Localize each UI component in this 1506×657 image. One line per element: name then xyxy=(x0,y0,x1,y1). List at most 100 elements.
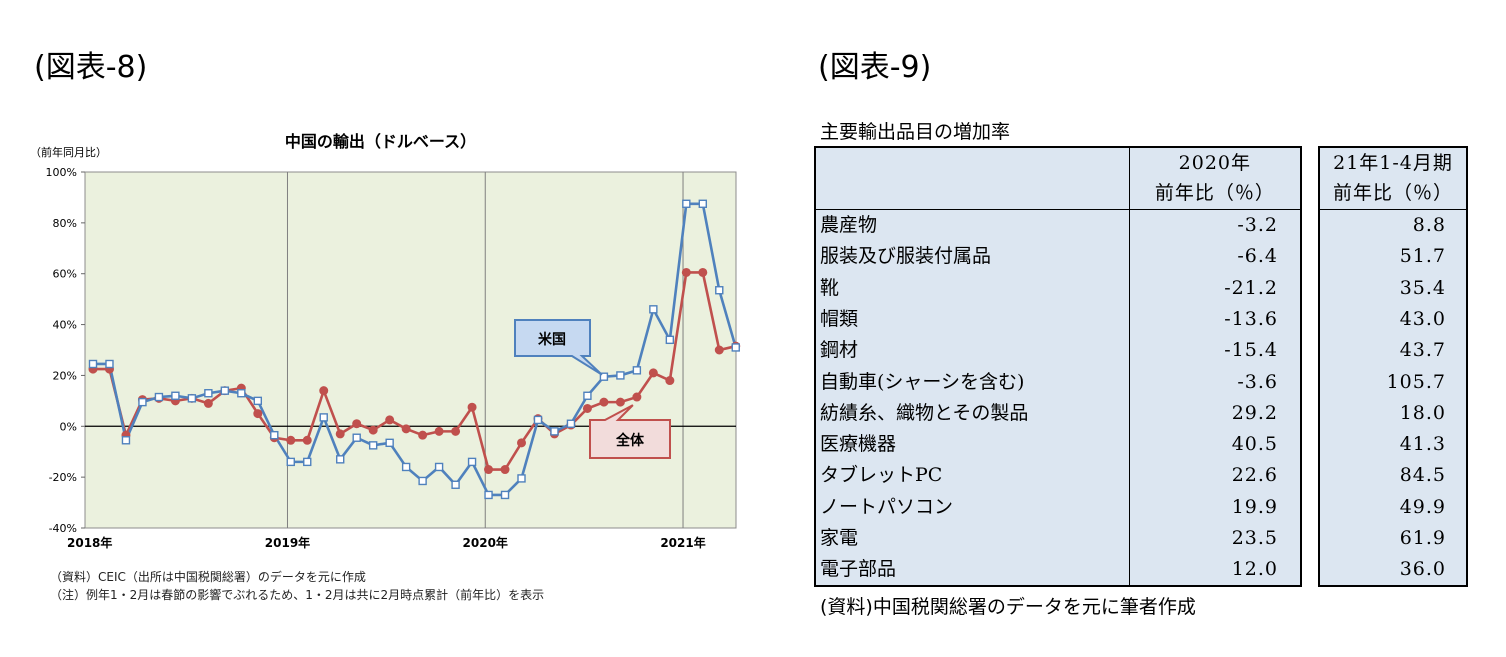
data-point xyxy=(599,397,609,407)
export-line-chart: 中国の輸出（ドルベース） （前年同月比） -40% -20% 0% 20% 40% 60% 80… xyxy=(30,120,760,560)
data-point xyxy=(385,438,394,448)
growth-2020-cell: 12.0 xyxy=(1231,558,1278,581)
data-point xyxy=(434,426,444,436)
data-point xyxy=(517,438,527,448)
item-name-cell: 靴 xyxy=(816,272,1130,304)
table-source-note: (資料)中国税関総署のデータを元に筆者作成 xyxy=(820,596,1196,618)
table-row: 服装及び服装付属品 -6.4 xyxy=(816,240,1300,273)
header-2021-line2: 前年比（％） xyxy=(1320,178,1466,210)
x-tick-label: 2019年 xyxy=(265,535,310,550)
growth-2020-cell: -15.4 xyxy=(1224,339,1278,362)
data-point xyxy=(220,386,230,395)
data-point xyxy=(352,433,361,442)
item-name-cell: 帽類 xyxy=(816,303,1130,335)
table-row: 105.7 xyxy=(1320,366,1466,397)
data-point xyxy=(484,490,493,500)
export-items-table: 2020年 前年比（％） 農産物 -3.2 服装及び服装付属品 -6.4 靴 -21.2 帽… xyxy=(814,146,1302,587)
table-row: 43.0 xyxy=(1320,303,1466,334)
growth-2021-cell: 49.9 xyxy=(1399,495,1446,518)
table-row: 18.0 xyxy=(1320,397,1466,428)
plot-area xyxy=(84,171,737,529)
table-row: 35.4 xyxy=(1320,272,1466,303)
growth-2020-cell: 40.5 xyxy=(1231,433,1278,456)
data-point xyxy=(138,397,147,407)
data-point xyxy=(418,430,428,440)
x-tick-label: 2018年 xyxy=(67,535,112,550)
growth-2020-cell: 23.5 xyxy=(1231,526,1278,549)
table-row: 医療機器 40.5 xyxy=(816,428,1300,460)
data-point xyxy=(698,199,707,208)
item-name-cell: 電子部品 xyxy=(816,553,1130,585)
chart-source-note: （資料）CEIC（出所は中国税関総署）のデータを元に作成 xyxy=(50,570,366,584)
data-point xyxy=(648,368,658,378)
data-point xyxy=(319,386,329,396)
data-point xyxy=(368,425,378,435)
callout-us-label: 米国 xyxy=(538,331,566,348)
chart-title: 中国の輸出（ドルベース） xyxy=(285,132,476,151)
data-point xyxy=(467,402,477,412)
growth-2020-cell: -3.6 xyxy=(1237,370,1278,393)
header-2020-line2: 前年比（％） xyxy=(1129,178,1300,210)
growth-2021-cell: 41.3 xyxy=(1399,433,1446,456)
table-row: 靴 -21.2 xyxy=(816,272,1300,304)
growth-2020-cell: 29.2 xyxy=(1231,401,1278,424)
y-tick-label: 60% xyxy=(53,268,77,281)
y-tick-label: -20% xyxy=(49,471,77,484)
data-point xyxy=(467,457,477,467)
table-row: ノートパソコン 19.9 xyxy=(816,491,1300,523)
item-name-cell: 家電 xyxy=(816,522,1130,554)
table-row: 電子部品 12.0 xyxy=(816,553,1300,585)
data-point xyxy=(649,305,658,314)
x-tick-label: 2020年 xyxy=(463,535,508,550)
table-row: 鋼材 -15.4 xyxy=(816,334,1300,366)
growth-2021-cell: 105.7 xyxy=(1386,370,1446,393)
header-blank-cell xyxy=(816,178,1130,210)
item-name-cell: 医療機器 xyxy=(816,428,1130,460)
y-tick-label: 0% xyxy=(60,420,77,433)
item-name-cell: 服装及び服装付属品 xyxy=(816,240,1130,273)
table-row: 49.9 xyxy=(1320,491,1466,522)
y-tick-label: 20% xyxy=(53,369,77,382)
data-point xyxy=(715,286,724,295)
series-line-us xyxy=(93,202,738,497)
growth-2020-cell: -21.2 xyxy=(1224,276,1278,299)
data-point xyxy=(385,415,395,425)
series-line-total xyxy=(93,271,737,471)
data-point xyxy=(187,394,197,403)
data-point xyxy=(533,415,543,425)
data-point xyxy=(303,457,312,467)
data-point xyxy=(434,462,444,472)
data-point xyxy=(270,430,279,440)
data-point xyxy=(484,465,494,475)
table-row: 家電 23.5 xyxy=(816,522,1300,554)
data-point xyxy=(615,397,625,407)
export-items-2021-table: 21年1-4月期 前年比（％） 8.8 51.7 35.4 43.0 43.7 105.7… xyxy=(1318,146,1468,587)
data-point xyxy=(500,490,510,500)
header-2020-line1: 2020年 xyxy=(1178,151,1252,174)
data-point xyxy=(714,345,724,355)
callout-total-label: 全体 xyxy=(615,432,645,449)
data-point xyxy=(451,480,460,489)
figure-8-label: (図表-8) xyxy=(34,50,148,85)
growth-2020-cell: 19.9 xyxy=(1231,495,1278,518)
data-point xyxy=(105,359,114,369)
item-name-cell: 自動車(シャーシを含む) xyxy=(816,365,1130,398)
table-row: タブレットPC 22.6 xyxy=(816,459,1300,492)
table-row: 41.3 xyxy=(1320,428,1466,459)
x-tick-label: 2021年 xyxy=(660,535,705,550)
growth-2021-cell: 61.9 xyxy=(1399,526,1446,549)
data-point xyxy=(517,474,526,483)
data-point xyxy=(401,424,411,434)
item-name-cell: タブレットPC xyxy=(816,459,1130,492)
data-point xyxy=(632,392,642,402)
data-point xyxy=(286,435,296,445)
data-point xyxy=(632,366,642,375)
growth-2021-cell: 84.5 xyxy=(1399,464,1446,487)
data-point xyxy=(681,267,691,277)
table-row: 帽類 -13.6 xyxy=(816,303,1300,335)
data-point xyxy=(698,267,708,277)
table-row: 紡績糸、織物とその製品 29.2 xyxy=(816,397,1300,429)
item-name-cell: ノートパソコン xyxy=(816,491,1130,523)
table-row: 51.7 xyxy=(1320,241,1466,272)
data-point xyxy=(368,441,378,450)
